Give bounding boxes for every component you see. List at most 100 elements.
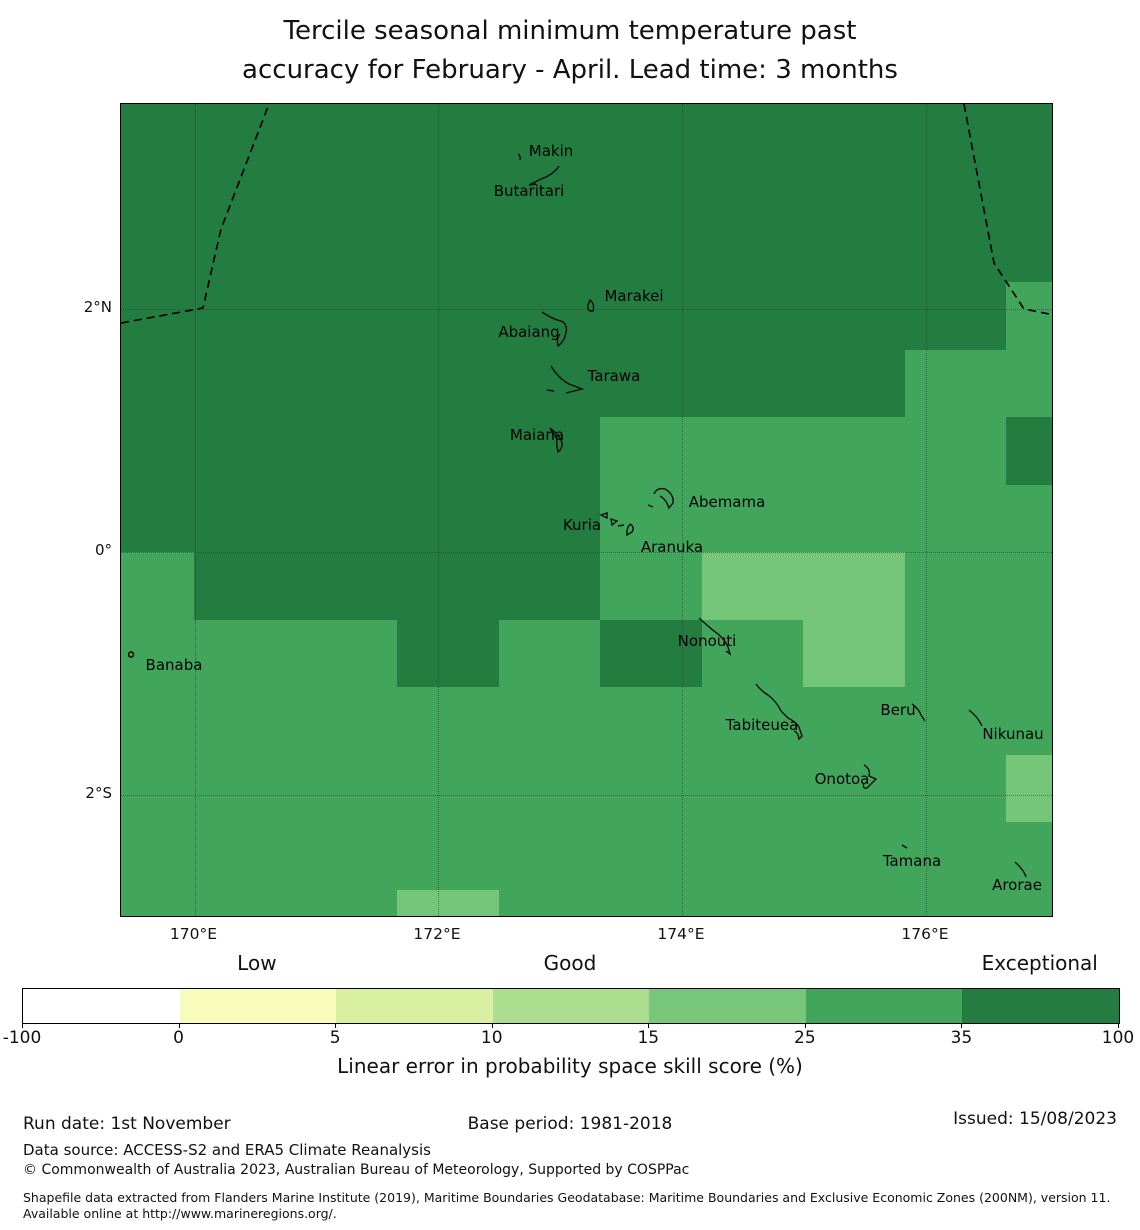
- map-cell: [1006, 619, 1052, 687]
- colorbar-segment: [962, 989, 1119, 1023]
- map-cell: [295, 417, 397, 485]
- eez-boundary-line: [963, 104, 1052, 316]
- colorbar-category-label: Exceptional: [981, 951, 1098, 975]
- map-overlay: [121, 104, 1052, 878]
- colorbar-segment: [805, 989, 963, 1023]
- map-cell: [904, 349, 1006, 417]
- island-outline: [755, 683, 803, 741]
- colorbar-tick: [961, 1023, 963, 1028]
- island-outline: [528, 165, 560, 186]
- colorbar-tick: [178, 1023, 180, 1028]
- colorbar-tick: [804, 1023, 806, 1028]
- colorbar-tick: [22, 1023, 23, 1028]
- map-cell: [498, 552, 600, 620]
- map-cell: [1006, 754, 1052, 822]
- map-cell: [121, 349, 194, 417]
- map-cell: [295, 687, 397, 755]
- colorbar-tick-label: -100: [2, 1028, 42, 1048]
- footer-data-source: Data source: ACCESS-S2 and ERA5 Climate …: [23, 1141, 431, 1159]
- island-outline: [541, 311, 568, 348]
- map-cell: [904, 889, 1006, 916]
- map-cell: [600, 282, 702, 350]
- map-cell: [498, 484, 600, 552]
- map-cell: [600, 552, 702, 620]
- island-outline: [698, 617, 732, 656]
- island-label: Butaritari: [493, 182, 565, 200]
- map-cell: [701, 889, 803, 916]
- x-tick-label: 176°E: [901, 925, 949, 943]
- map-cell: [498, 822, 600, 890]
- footer-shapefile-note: Shapefile data extracted from Flanders M…: [23, 1190, 1111, 1222]
- map-cell: [121, 282, 194, 350]
- island-outline: [647, 487, 674, 510]
- island-outline: [517, 153, 521, 161]
- map-cell: [600, 104, 702, 147]
- map-cell: [295, 214, 397, 282]
- colorbar-segment: [649, 989, 806, 1023]
- map-cell: [397, 552, 499, 620]
- y-tick-label: 0°: [94, 541, 112, 559]
- map-cell: [803, 754, 905, 822]
- footer-run-date: Run date: 1st November: [23, 1114, 231, 1134]
- colorbar-tick: [648, 1023, 650, 1028]
- map-cell: [194, 552, 296, 620]
- map-cell: [600, 822, 702, 890]
- map-cell: [121, 889, 194, 916]
- island-label: Nonouti: [677, 632, 737, 650]
- y-tick-label: 2°N: [83, 298, 112, 316]
- island-outline: [1014, 861, 1027, 878]
- colorbar: [22, 988, 1120, 1024]
- island-label: Tarawa: [587, 367, 641, 385]
- map-cell: [194, 687, 296, 755]
- footer-base-period: Base period: 1981-2018: [467, 1114, 673, 1134]
- map-cell: [701, 822, 803, 890]
- colorbar-segment: [179, 989, 337, 1023]
- island-label: Tamana: [882, 852, 942, 870]
- map-cell: [1006, 484, 1052, 552]
- map-cell: [600, 484, 702, 552]
- colorbar-segment: [336, 989, 493, 1023]
- map-cell: [1006, 214, 1052, 282]
- map-cell: [194, 417, 296, 485]
- latitude-gridline: [121, 552, 1052, 553]
- map-cell: [397, 754, 499, 822]
- latitude-gridline: [121, 309, 1052, 310]
- longitude-gridline: [194, 104, 196, 916]
- map-cell: [397, 349, 499, 417]
- map-cell: [803, 822, 905, 890]
- map-cell: [295, 147, 397, 215]
- map-cell: [295, 484, 397, 552]
- island-label: Maiana: [509, 426, 565, 444]
- map-cell: [194, 889, 296, 916]
- map-cell: [803, 214, 905, 282]
- map-cell: [803, 349, 905, 417]
- map-cell: [121, 417, 194, 485]
- map-cell: [194, 104, 296, 147]
- map-cell: [121, 147, 194, 215]
- map-cell: [701, 417, 803, 485]
- island-label: Beru: [880, 701, 916, 719]
- map-cell: [904, 417, 1006, 485]
- colorbar-category-label: Good: [543, 951, 597, 975]
- map-cell: [904, 214, 1006, 282]
- map-cell: [701, 282, 803, 350]
- map-cell: [904, 822, 1006, 890]
- map-cell: [803, 282, 905, 350]
- island-label: Onotoa: [814, 770, 870, 788]
- map-cell: [803, 889, 905, 916]
- map-cell: [397, 104, 499, 147]
- map-cell: [1006, 552, 1052, 620]
- island-label: Tabiteuea: [725, 716, 799, 734]
- map-cell: [194, 754, 296, 822]
- map-cell: [904, 104, 1006, 147]
- island-outline: [901, 844, 908, 849]
- map-cell: [397, 687, 499, 755]
- island-outline: [599, 512, 619, 527]
- map-cell: [498, 147, 600, 215]
- map-cell: [1006, 687, 1052, 755]
- map-cell: [1006, 889, 1052, 916]
- map-cell: [904, 619, 1006, 687]
- map-cell: [121, 104, 194, 147]
- map-cell: [121, 687, 194, 755]
